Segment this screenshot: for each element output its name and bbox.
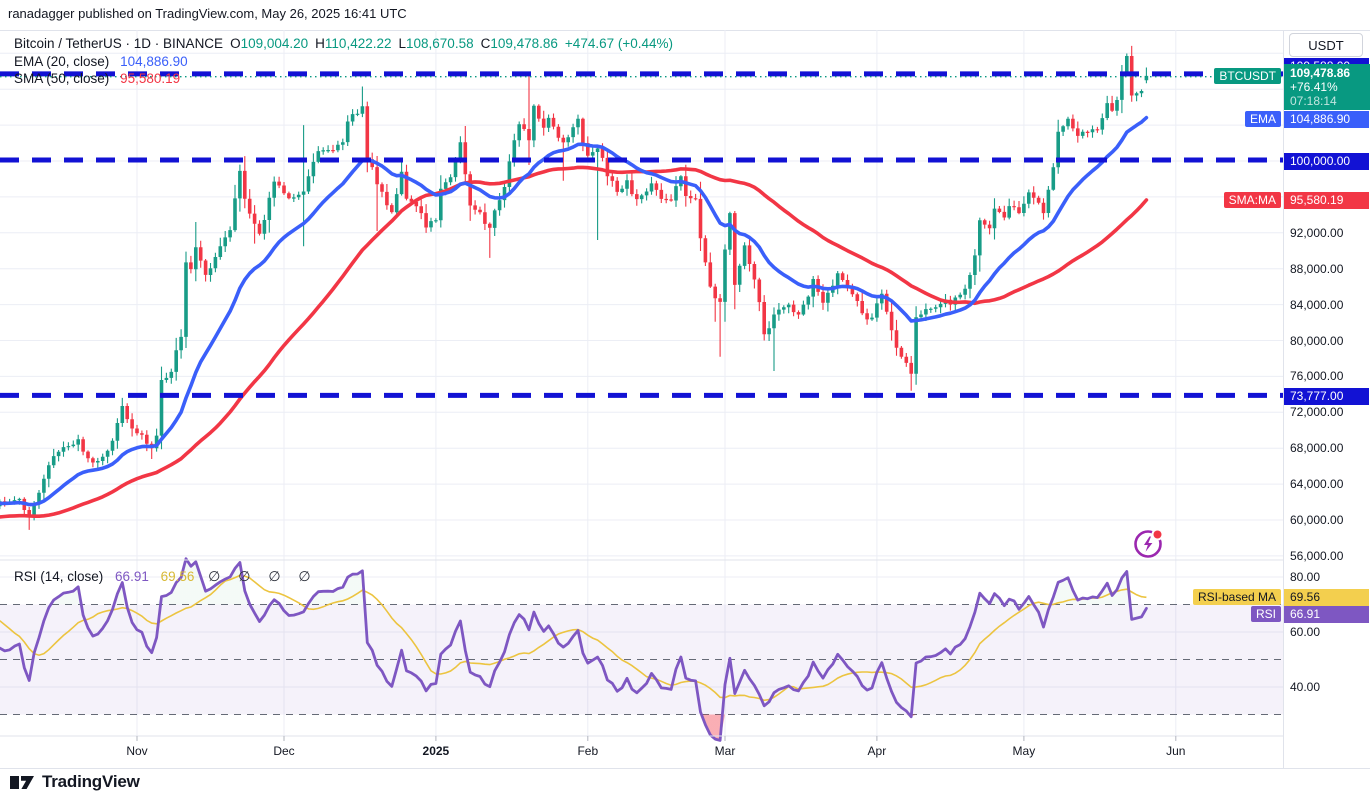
scale-separator [1283, 30, 1284, 768]
attribution-text: ranadagger published on TradingView.com,… [8, 6, 407, 21]
rsi-value: 66.91 [115, 569, 149, 584]
price-tick-label: 68,000.00 [1290, 441, 1344, 456]
month-label: Mar [714, 744, 736, 758]
currency-toggle-button[interactable]: USDT [1289, 33, 1363, 57]
level-100k-label: 100,000.00 [1284, 152, 1369, 170]
rsi-oversold-fill [0, 714, 1147, 741]
month-label: Apr [867, 744, 887, 758]
rsi-tick-label: 40.00 [1290, 680, 1321, 694]
tradingview-logo-icon[interactable] [10, 772, 35, 793]
last-price: 109,478.86 [1290, 66, 1351, 80]
symbol-title: Bitcoin / TetherUS · 1D · BINANCE [14, 36, 224, 51]
month-label: Dec [273, 744, 295, 758]
open-value: 109,004.20 [240, 36, 309, 51]
ema-price-label: 104,886.90 [1284, 110, 1369, 128]
price-tick-label: 92,000.00 [1290, 225, 1344, 240]
change-value: +474.67 (+0.44%) [564, 36, 674, 51]
brand-name[interactable]: TradingView [42, 772, 140, 791]
price-tick-label: 64,000.00 [1290, 477, 1344, 492]
horizontal-level-lines[interactable] [0, 71, 1283, 398]
price-tick-label: 76,000.00 [1290, 369, 1344, 384]
rsi-pill: RSI [1250, 606, 1281, 622]
rsi-legend-row[interactable]: RSI (14, close) 66.91 69.56 ∅ ∅ ∅ ∅ [14, 568, 318, 584]
high-value: 110,422.22 [324, 36, 392, 51]
month-label: May [1012, 744, 1036, 758]
ema-20-line [0, 115, 1149, 507]
sma-price-label: 95,580.19 [1284, 192, 1369, 210]
price-tick-label: 88,000.00 [1290, 261, 1344, 276]
rsi-tick-label: 60.00 [1290, 625, 1321, 639]
rsi-ma-scale-label: 69.56 [1284, 589, 1369, 606]
flash-idea-icon[interactable] [1129, 524, 1167, 562]
month-label: 2025 [422, 744, 450, 758]
symbol-pill: BTCUSDT [1214, 67, 1281, 84]
chart-canvas[interactable] [0, 30, 1283, 768]
down-candle-wicks [4, 45, 1133, 530]
notification-dot [1153, 530, 1162, 539]
top-border [0, 30, 1370, 31]
lightning-bolt-icon [1144, 536, 1153, 552]
ema-value: 104,886.90 [120, 53, 188, 69]
rsi-based-ma-line [0, 574, 1147, 702]
low-value: 108,670.58 [406, 36, 474, 51]
sma-value: 95,580.19 [120, 71, 181, 86]
month-label: Jun [1166, 744, 1186, 758]
ema-pill: EMA [1244, 110, 1281, 127]
price-tick-label: 80,000.00 [1290, 333, 1344, 348]
rsi-ma-pill: RSI-based MA [1192, 589, 1281, 605]
sma-pill: SMA:MA [1223, 192, 1281, 209]
rsi-scale-label: 66.91 [1284, 606, 1369, 623]
month-label: Nov [126, 744, 148, 758]
price-tick-label: 60,000.00 [1290, 513, 1344, 527]
price-tick-label: 56,000.00 [1290, 548, 1344, 563]
month-label: Feb [577, 744, 599, 758]
axis-bottom-border [0, 768, 1370, 769]
sma-legend-row[interactable]: SMA (50, close) 95,580.19 [14, 71, 181, 86]
sma-50-line [0, 165, 1149, 519]
change-percent: +76.41% [1290, 80, 1338, 94]
pane-borders [0, 559, 1283, 737]
close-value: 109,478.86 [490, 36, 558, 51]
level-73777-label: 73,777.00 [1284, 387, 1369, 405]
symbol-legend-row[interactable]: Bitcoin / TetherUS · 1D · BINANCE O109,00… [14, 36, 674, 51]
rsi-line [0, 557, 1148, 742]
rsi-hidden-values: ∅ ∅ ∅ ∅ [208, 568, 318, 584]
rsi-tick-label: 80.00 [1290, 570, 1321, 584]
price-tick-label: 84,000.00 [1290, 297, 1344, 312]
ema-legend-row[interactable]: EMA (20, close) 104,886.90 [14, 53, 188, 69]
main-legend: Bitcoin / TetherUS · 1D · BINANCE O109,00… [14, 36, 673, 89]
month-tick-marks [136, 736, 1177, 741]
footer: TradingView [10, 769, 140, 795]
last-price-label: 109,478.86 +76.41% 07:18:14 [1284, 64, 1370, 110]
up-candle-wicks [0, 53, 1147, 521]
price-tick-label: 72,000.00 [1290, 405, 1344, 420]
bar-countdown: 07:18:14 [1290, 94, 1337, 108]
rsi-ma-value: 69.56 [160, 569, 195, 584]
